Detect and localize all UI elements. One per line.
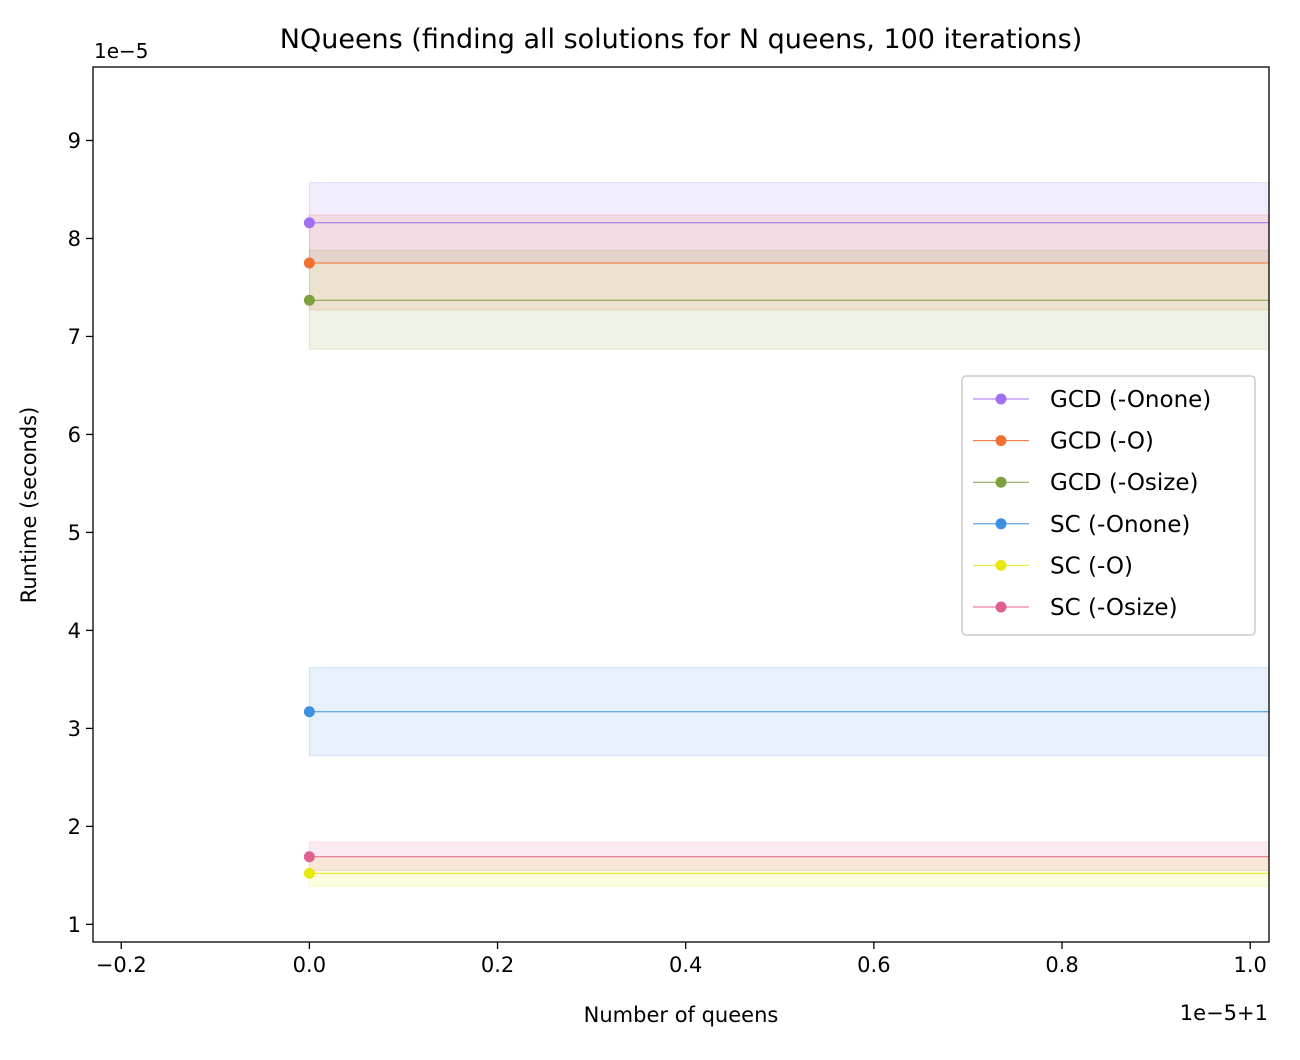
legend-label-4: SC (-O)	[1050, 553, 1133, 579]
y-tick-label-4: 5	[68, 521, 81, 545]
x-tick-label-4: 0.6	[857, 953, 890, 977]
data-point-0	[303, 217, 315, 229]
data-point-3	[303, 706, 315, 718]
series-lines	[309, 222, 1269, 874]
x-axis-ticks: −0.2 0.0 0.2 0.4 0.6 0.8 1.0	[96, 942, 1267, 977]
data-point-1	[303, 257, 315, 269]
y-tick-label-5: 6	[68, 423, 81, 447]
legend-marker-3	[995, 518, 1007, 530]
y-tick-label-8: 9	[68, 129, 81, 153]
x-axis-label: Number of queens	[584, 1003, 779, 1027]
legend-box	[961, 375, 1256, 636]
legend-marker-2	[995, 476, 1007, 488]
data-point-4	[303, 867, 315, 879]
x-tick-label-3: 0.4	[669, 953, 702, 977]
data-point-2	[303, 294, 315, 306]
x-tick-label-2: 0.2	[481, 953, 514, 977]
x-tick-label-6: 1.0	[1233, 953, 1266, 977]
x-tick-label-0: −0.2	[96, 953, 147, 977]
y-tick-label-0: 1	[68, 913, 81, 937]
legend: GCD (-Onone) GCD (-O) GCD (-Osize) SC (-Ono…	[961, 375, 1256, 636]
y-offset-label: 1e−5	[94, 39, 149, 63]
y-tick-label-3: 4	[68, 619, 81, 643]
y-axis-label: Runtime (seconds)	[17, 407, 41, 604]
legend-label-5: SC (-Osize)	[1050, 595, 1178, 621]
chart-title: NQueens (finding all solutions for N que…	[280, 24, 1082, 55]
legend-marker-4	[995, 559, 1007, 571]
y-tick-label-2: 3	[68, 717, 81, 741]
x-offset-label: 1e−5+1	[1180, 1001, 1268, 1025]
plot-frame	[92, 66, 1270, 943]
legend-label-2: GCD (-Osize)	[1050, 470, 1199, 496]
y-tick-label-1: 2	[68, 815, 81, 839]
legend-marker-0	[995, 393, 1007, 405]
series-markers	[303, 217, 315, 879]
x-tick-label-1: 0.0	[293, 953, 326, 977]
plot-area	[303, 182, 1270, 887]
legend-label-0: GCD (-Onone)	[1050, 387, 1211, 413]
y-tick-label-6: 7	[68, 325, 81, 349]
legend-label-3: SC (-Onone)	[1050, 512, 1190, 538]
x-tick-label-5: 0.8	[1045, 953, 1078, 977]
legend-marker-1	[995, 435, 1007, 447]
data-point-5	[303, 851, 315, 863]
legend-marker-5	[995, 601, 1007, 613]
y-axis-ticks: 1 2 3 4 5 6 7 8 9	[68, 129, 93, 937]
y-tick-label-7: 8	[68, 227, 81, 251]
legend-label-1: GCD (-O)	[1050, 429, 1154, 455]
legend-items: GCD (-Onone) GCD (-O) GCD (-Osize) SC (-Ono…	[973, 387, 1211, 621]
error-band-4	[308, 856, 1270, 887]
